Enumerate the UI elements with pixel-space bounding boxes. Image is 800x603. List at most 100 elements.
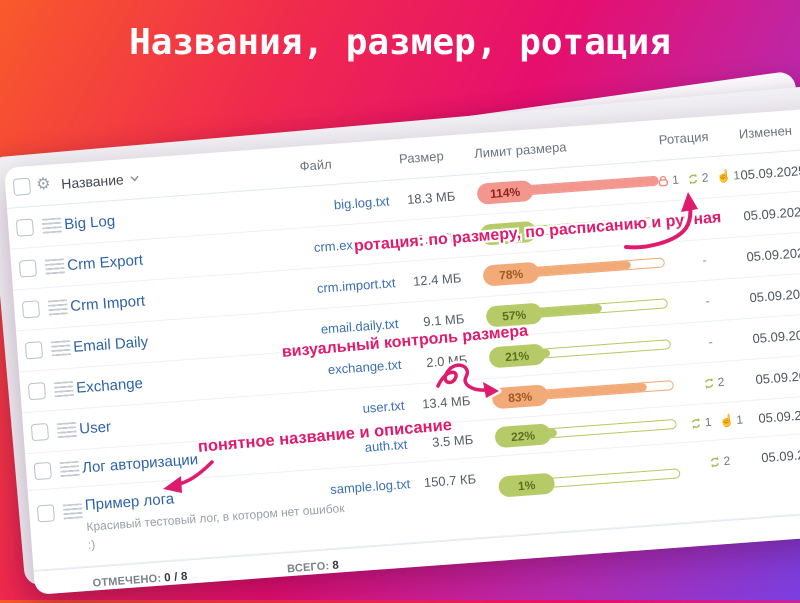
column-header-size[interactable]: Размер [398,148,445,167]
rotation-by-schedule: 2 [702,375,725,391]
limit-bar: 22% [494,414,679,449]
rotation-empty: - [704,293,711,309]
chevron-down-icon [130,175,139,182]
row-checkbox[interactable] [15,218,35,237]
table-row: Лог авторизации auth.txt 3.5 МБ 22% 1 ☝ … [25,383,800,492]
log-size: 9.1 МБ [422,311,465,330]
schedule-rotation-icon [705,377,714,389]
rotation-by-schedule: 1 [689,415,712,431]
limit-bar: 78% [482,252,667,287]
rotation-cell: 2 [663,450,776,472]
row-checkbox[interactable] [27,382,47,401]
row-checkbox[interactable] [18,259,38,278]
table-row: Big Log big.log.txt 18.3 МБ 114% 1 2 ☝ 1… [7,138,800,250]
log-name-link[interactable]: Лог авторизации [81,451,199,477]
rotation-cell: 1 ☝ 1 [660,410,773,432]
modified-date: 05.09.2025 [751,326,800,347]
rotation-count: 2 [701,170,709,185]
drag-handle-icon[interactable] [62,503,83,520]
table-header-row: ⚙ Название Файл Размер Лимит размера Рот… [4,97,800,209]
rotation-count: 1 [704,414,713,430]
rotation-manual: ☝ 1 [719,413,744,429]
row-checkbox[interactable] [33,461,52,481]
modified-date: 05.09.2025 [742,203,800,224]
log-name-link[interactable]: Big Log [63,212,116,234]
log-table-card: ⚙ Название Файл Размер Лимит размера Рот… [4,97,800,603]
log-name-link[interactable]: Exchange [75,374,144,397]
log-size: 2.0 МБ [425,352,468,371]
modified-date: 05.09.2025 [754,367,800,388]
rotation-count: 1 [735,412,744,428]
limit-percent-badge: 83% [491,384,549,410]
rotation-count: 1 [671,172,680,188]
manual-rotation-icon: ☝ [718,413,735,429]
limit-bar: 83% [491,375,676,410]
rotation-cell: 1 2 ☝ 1 [642,167,755,189]
table-row: Пример лога Красивый тестовый лог, в кот… [27,420,800,571]
column-header-file[interactable]: Файл [299,156,333,174]
rotation-by-schedule: 2 [708,454,731,470]
rotation-by-size: 1 [657,172,680,189]
schedule-rotation-icon [710,456,720,468]
log-file-link[interactable]: big.log.txt [333,193,390,213]
limit-percent-badge: 78% [482,261,540,287]
page-title: Названия, размер, ротация [129,22,671,63]
limit-percent-badge: 1% [497,472,556,498]
rotation-count: 2 [723,453,731,469]
drag-handle-icon[interactable] [41,217,62,234]
log-file-link[interactable]: crm.import.txt [316,275,396,296]
limit-bar: 114% [476,170,661,205]
modified-date: 05.09.2025 [748,285,800,306]
gear-icon[interactable]: ⚙ [35,175,52,194]
modified-date: 05.09.2025 [760,445,800,466]
rotation-empty: - [707,334,714,350]
rotation-count: 2 [717,374,725,390]
drag-handle-icon[interactable] [50,340,71,357]
checked-value: 0 / 8 [163,570,189,584]
drag-handle-icon[interactable] [44,258,65,275]
total-value: 8 [331,559,340,572]
row-checkbox[interactable] [21,300,41,319]
drag-handle-icon[interactable] [47,299,68,316]
checked-counter: ОТМЕЧЕНО: 0 / 8 [92,570,188,589]
drag-handle-icon[interactable] [56,421,77,439]
manual-rotation-icon: ☝ [715,168,732,184]
drag-handle-icon[interactable] [59,460,80,478]
limit-percent-badge: 21% [488,343,546,369]
log-name-link[interactable]: Пример лога [84,490,175,514]
column-header-name[interactable]: Название [61,170,140,192]
log-size: 13.4 МБ [421,392,471,412]
limit-bar: 1% [497,463,683,498]
log-description-smiley: :) [87,537,96,552]
modified-date: 05.09.2025 [757,406,800,426]
log-file-link[interactable]: sample.log.txt [329,476,411,497]
log-size: 12.4 МБ [412,270,462,289]
column-header-modified[interactable]: Изменен [738,122,793,142]
rotation-manual: ☝ 1 [716,168,741,184]
column-header-name-label: Название [60,171,125,192]
log-file-link[interactable]: user.txt [362,397,406,416]
rotation-by-schedule: 2 [686,170,709,186]
log-size: 18.3 МБ [406,188,456,208]
log-name-link[interactable]: User [78,418,112,438]
row-checkbox[interactable] [30,422,50,442]
table-row: User user.txt 13.4 МБ 83% 2 05.09.2025 [22,343,800,455]
column-header-limit[interactable]: Лимит размера [473,139,567,162]
limit-bar: 57% [485,293,670,328]
log-name-link[interactable]: Crm Import [69,292,146,315]
row-checkbox[interactable] [36,504,56,523]
drag-handle-icon[interactable] [53,381,74,398]
limit-percent-badge: 114% [476,179,534,205]
schedule-rotation-icon [689,173,698,184]
checked-label: ОТМЕЧЕНО: [92,572,162,590]
log-name-link[interactable]: Email Daily [72,333,149,356]
log-name-link[interactable]: Crm Export [66,251,144,275]
log-size: 150.7 КБ [423,471,477,491]
select-all-checkbox[interactable] [12,177,32,196]
row-checkbox[interactable] [24,341,44,360]
log-file-link[interactable]: exchange.txt [327,356,403,378]
size-rotation-icon [659,175,669,186]
schedule-rotation-icon [692,417,701,429]
limit-percent-badge: 22% [494,423,552,449]
